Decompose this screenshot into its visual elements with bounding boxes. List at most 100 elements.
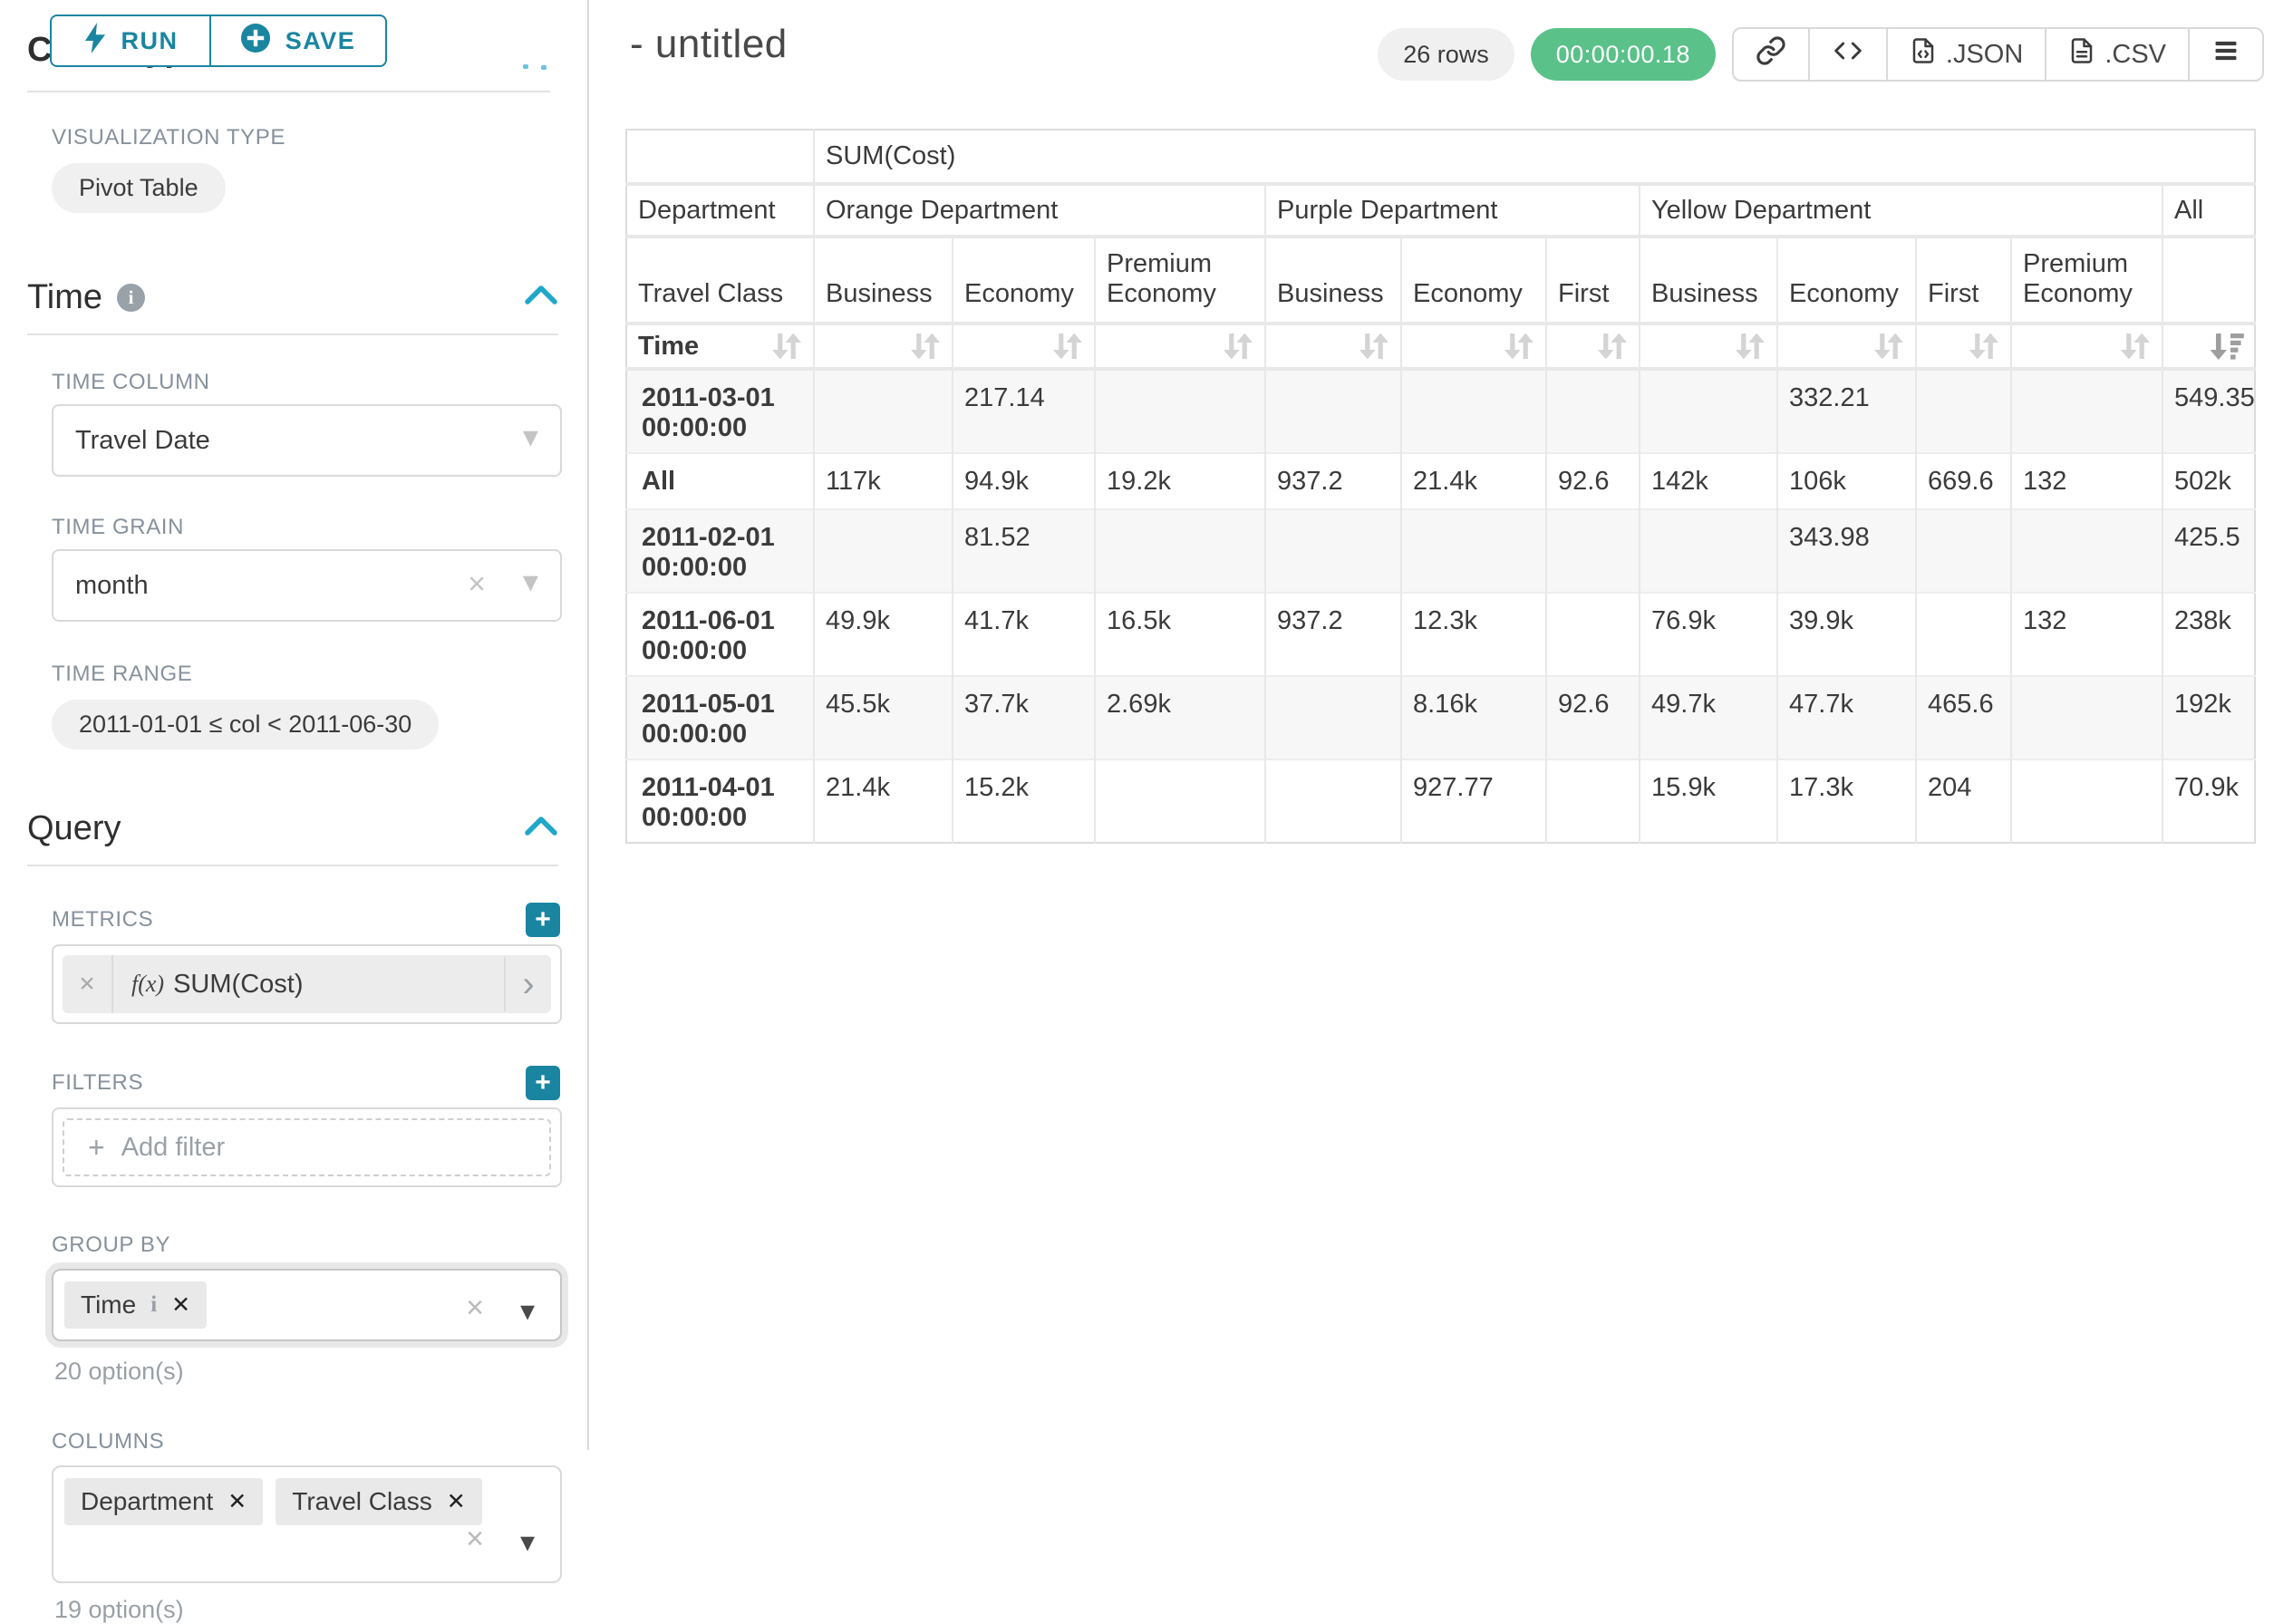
cell: 12.3k (1401, 593, 1547, 676)
remove-metric-icon[interactable]: × (63, 955, 113, 1013)
divider (27, 91, 550, 92)
collapse-query-chevron-up-icon[interactable] (524, 816, 558, 842)
time-section-title: Time i (27, 278, 146, 317)
remove-tag-icon[interactable]: ✕ (227, 1489, 247, 1514)
row-axis-label: Time (638, 331, 700, 361)
sort-header[interactable] (2011, 324, 2163, 369)
sort-header[interactable] (1640, 324, 1778, 369)
corner-cell (626, 130, 815, 184)
sort-header[interactable] (1401, 324, 1547, 369)
add-filter-label: Add filter (121, 1132, 226, 1162)
table-row: 2011-03-01 00:00:00 217.14 332.21 549.35 (626, 369, 2256, 453)
metric-pill[interactable]: × f(x) SUM(Cost) › (63, 955, 551, 1013)
row-header: 2011-06-01 00:00:00 (626, 593, 815, 676)
cell: 927.77 (1401, 759, 1547, 843)
row-header: 2011-04-01 00:00:00 (626, 759, 815, 843)
cell: 15.9k (1640, 759, 1778, 843)
columns-select[interactable]: Department ✕ Travel Class ✕ × ▾ (52, 1465, 562, 1583)
row-header: 2011-02-01 00:00:00 (626, 509, 815, 593)
cell: 92.6 (1546, 453, 1640, 509)
add-filter-button[interactable]: + Add filter (63, 1118, 551, 1176)
cell: 81.52 (953, 509, 1096, 593)
chevron-down-icon[interactable]: ▾ (519, 1525, 535, 1558)
cell (2011, 676, 2163, 759)
run-button[interactable]: RUN (50, 14, 211, 67)
group-by-tag-time[interactable]: Time i ✕ (64, 1281, 208, 1329)
cell (1546, 759, 1640, 843)
sort-header[interactable] (1916, 324, 2012, 369)
time-grain-value: month (75, 570, 149, 600)
cell (2011, 759, 2163, 843)
run-button-label: RUN (121, 26, 179, 54)
time-column-select[interactable]: Travel Date ▾ (52, 404, 562, 477)
chevron-down-icon[interactable]: ▾ (522, 564, 538, 599)
group-by-option-count: 20 option(s) (54, 1358, 184, 1385)
sort-header-active-desc[interactable] (2162, 324, 2255, 369)
columns-tag-travel-class[interactable]: Travel Class ✕ (276, 1478, 482, 1525)
sort-header[interactable] (1546, 324, 1640, 369)
time-column-label: TIME COLUMN (52, 370, 210, 394)
copy-link-button[interactable] (1734, 29, 1808, 80)
group-by-select[interactable]: Time i ✕ × ▾ (52, 1269, 562, 1341)
sort-header-time[interactable]: Time (626, 324, 815, 369)
remove-tag-icon[interactable]: ✕ (446, 1489, 466, 1514)
clear-icon[interactable]: × (468, 566, 486, 602)
cell (1265, 676, 1402, 759)
table-row: 2011-02-01 00:00:00 81.52 343.98 425.5 (626, 509, 2256, 593)
file-code-icon (1910, 35, 1937, 73)
cell (1095, 759, 1266, 843)
collapse-time-chevron-up-icon[interactable] (524, 285, 558, 311)
sort-header[interactable] (1265, 324, 1402, 369)
sort-descending-icon (2210, 334, 2244, 360)
sort-header[interactable] (1777, 324, 1917, 369)
sort-header[interactable] (1095, 324, 1266, 369)
time-grain-select[interactable]: month × ▾ (52, 549, 562, 622)
cell: 332.21 (1777, 369, 1917, 453)
remove-tag-icon[interactable]: ✕ (171, 1292, 191, 1318)
metric-name: SUM(Cost) (173, 969, 304, 999)
sort-icon (1224, 333, 1253, 360)
cell: 465.6 (1916, 676, 2012, 759)
sort-icon (1969, 333, 1998, 360)
chevron-right-icon[interactable]: › (504, 957, 551, 1011)
col-header: Premium Economy (2011, 237, 2163, 324)
cell: 47.7k (1777, 676, 1917, 759)
more-menu-button[interactable] (2188, 29, 2262, 80)
chart-title[interactable]: - untitled (630, 22, 788, 66)
cell (1401, 509, 1547, 593)
chevron-down-icon[interactable]: ▾ (519, 1294, 535, 1327)
viz-type-pill[interactable]: Pivot Table (52, 163, 226, 213)
cell: 45.5k (814, 676, 953, 759)
cell (1546, 369, 1640, 453)
export-json-button[interactable]: .JSON (1885, 29, 2045, 80)
time-range-pill[interactable]: 2011-01-01 ≤ col < 2011-06-30 (52, 700, 440, 749)
cell (1640, 369, 1778, 453)
cell: 217.14 (953, 369, 1096, 453)
clear-all-icon[interactable]: × (466, 1522, 484, 1556)
sort-icon (911, 333, 940, 360)
cell: 343.98 (1777, 509, 1917, 593)
sort-header[interactable] (814, 324, 953, 369)
row-header: All (626, 453, 815, 509)
save-button[interactable]: SAVE (208, 14, 387, 67)
chevron-down-icon[interactable]: ▾ (522, 419, 538, 454)
control-panel: Chart Type RUN SAVE VISUALIZATION TYPE P… (0, 0, 589, 1623)
cell (1546, 593, 1640, 676)
column-info-icon: i (150, 1292, 158, 1317)
group-by-label: GROUP BY (52, 1232, 171, 1257)
cell: 76.9k (1640, 593, 1778, 676)
col-header: Business (1265, 237, 1402, 324)
chart-area: - untitled 26 rows 00:00:00.18 .JSON (589, 0, 2293, 1450)
table-row: 2011-04-01 00:00:00 21.4k 15.2k 927.77 1… (626, 759, 2256, 843)
add-filter-plus-button[interactable]: + (526, 1066, 560, 1100)
add-metric-button[interactable]: + (526, 903, 560, 937)
cell: 2.69k (1095, 676, 1266, 759)
columns-tag-department[interactable]: Department ✕ (64, 1478, 264, 1525)
export-csv-button[interactable]: .CSV (2045, 29, 2188, 80)
clear-all-icon[interactable]: × (466, 1290, 484, 1325)
view-query-button[interactable] (1807, 29, 1886, 80)
sort-header[interactable] (953, 324, 1096, 369)
sort-icon (1504, 333, 1534, 360)
cell: 41.7k (953, 593, 1096, 676)
cell (1095, 369, 1266, 453)
